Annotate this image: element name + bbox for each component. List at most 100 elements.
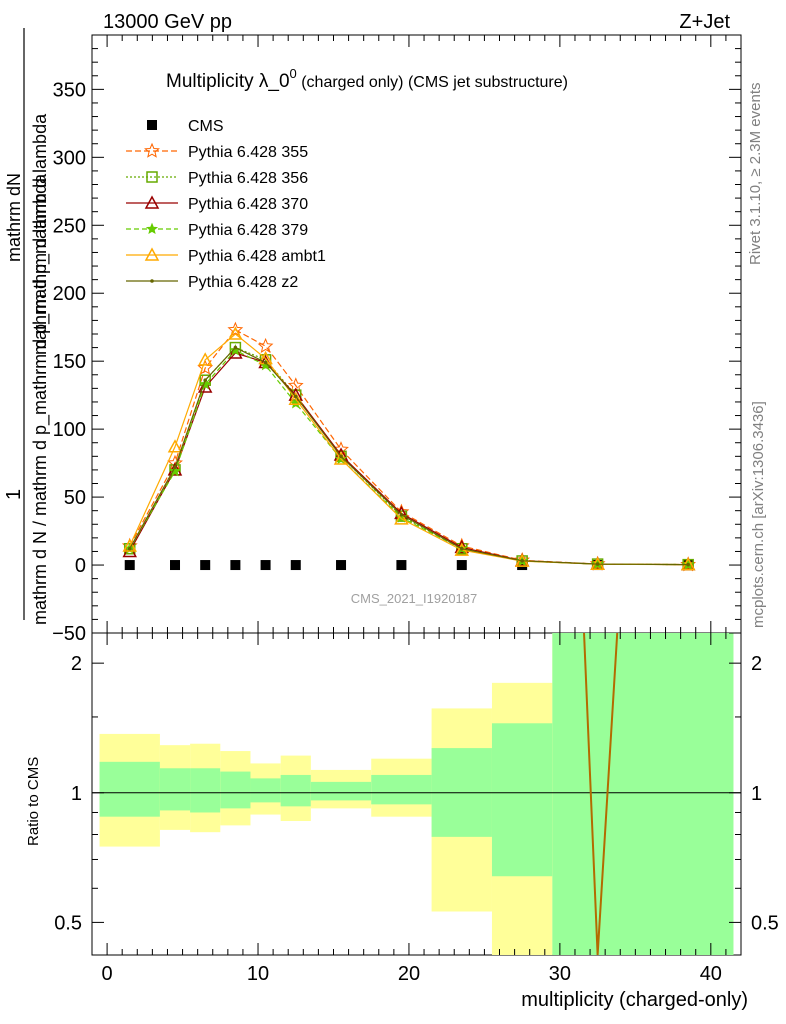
xtick-label-1: 10 <box>247 963 269 985</box>
main-title: Multiplicity λ_00 (charged only) (CMS je… <box>166 66 568 92</box>
xtick-label-4: 40 <box>700 963 722 985</box>
main-ylabel-one: 1 <box>3 489 25 500</box>
ratio-curve-group <box>583 632 619 956</box>
main-ylabel-denominator: mathrm d N / mathrm d p_mathrm d p_mathr… <box>30 173 51 625</box>
mcplots-label: mcplots.cern.ch [arXiv:1306.3436] <box>750 401 767 628</box>
ratio-curve-line <box>583 632 619 956</box>
xtick-label-0: 0 <box>102 963 113 985</box>
series-line-4 <box>129 349 689 566</box>
series-6-point-9 <box>520 559 524 563</box>
ratio-plot-frame <box>91 632 742 956</box>
series-6-point-3 <box>233 345 238 350</box>
legend-marker-5 <box>144 247 160 261</box>
main-ytick-label-8: 350 <box>53 79 86 101</box>
legend-label-0: CMS <box>188 118 224 135</box>
legend-marker-4 <box>145 222 159 235</box>
header-right: Z+Jet <box>679 11 730 33</box>
ratio-band-green-2 <box>190 768 221 813</box>
ratio-ylabel: Ratio to CMS <box>25 757 42 846</box>
legend-marker-1 <box>144 142 160 158</box>
ratio-band-green-6 <box>310 781 372 801</box>
ratio-band-green-4 <box>250 778 281 803</box>
header-left: 13000 GeV pp <box>103 11 232 33</box>
ratio-ytick-label-right-0: 0.5 <box>751 912 779 934</box>
main-ytick-label-3: 100 <box>53 419 86 441</box>
main-ytick-label-6: 250 <box>53 215 86 237</box>
series-1-point-3 <box>227 321 244 337</box>
series-4-point-1 <box>169 465 182 477</box>
ratio-ytick-label-right-1: 1 <box>751 783 762 805</box>
series-6-point-0 <box>127 546 132 551</box>
legend-marker-6 <box>150 279 154 283</box>
series-5-point-5 <box>288 391 304 405</box>
series-line-2 <box>129 346 689 566</box>
series-0-point-3 <box>230 560 241 571</box>
main-title-sup: 0 <box>290 66 297 81</box>
legend-label-1: Pythia 6.428 355 <box>188 144 308 161</box>
main-title-main: Multiplicity λ_0 <box>166 71 290 92</box>
ratio-band-green-3 <box>220 771 251 809</box>
series-line-6 <box>129 346 689 566</box>
rivet-label: Rivet 3.1.10, ≥ 2.3M events <box>747 83 764 266</box>
series-6-point-6 <box>339 454 343 459</box>
ratio-band-green-1 <box>159 768 191 811</box>
ratio-band-green-5 <box>280 774 311 807</box>
series-6-point-4 <box>263 360 268 365</box>
main-title-sub: (charged only) (CMS jet substructure) <box>297 74 568 91</box>
main-ytick-label-1: 0 <box>75 555 86 577</box>
main-ytick-label-0: −50 <box>52 623 86 645</box>
legend-marker-3 <box>144 195 160 209</box>
main-series-group <box>121 321 697 572</box>
series-0-point-8 <box>456 560 467 571</box>
main-ylabel: 1 mathrm dN mathrm d p_mathrm d lambda m… <box>3 28 51 625</box>
main-ylabel-top2: mathrm dN <box>4 173 24 262</box>
watermark: CMS_2021_I1920187 <box>351 591 478 606</box>
series-6-point-11 <box>686 562 690 567</box>
series-line-1 <box>129 329 689 566</box>
main-ytick-label-7: 300 <box>53 147 86 169</box>
series-0-point-4 <box>260 560 271 571</box>
ratio-band-green-9 <box>491 723 553 877</box>
xtick-label-3: 30 <box>549 963 571 985</box>
series-5-point-2 <box>197 352 213 366</box>
series-5-point-3 <box>228 326 243 340</box>
series-6-point-5 <box>293 394 298 399</box>
ratio-band-green-10 <box>552 633 734 955</box>
series-line-5 <box>129 333 689 566</box>
main-ytick-label-5: 200 <box>53 283 86 305</box>
legend-label-3: Pythia 6.428 370 <box>188 196 308 213</box>
series-0-point-7 <box>396 560 407 571</box>
series-0-point-2 <box>200 560 211 571</box>
ratio-ytick-label-left-2: 2 <box>71 653 82 675</box>
ratio-ytick-label-left-1: 1 <box>71 783 82 805</box>
ratio-ytick-label-left-0: 0.5 <box>54 912 82 934</box>
main-ytick-label-2: 50 <box>64 487 86 509</box>
ratio-bands <box>99 633 734 955</box>
legend-label-4: Pythia 6.428 379 <box>188 222 308 239</box>
xlabel: multiplicity (charged-only) <box>521 989 748 1011</box>
series-5-point-7 <box>394 511 409 525</box>
series-6-point-7 <box>399 512 404 517</box>
main-ytick-label-4: 150 <box>53 351 86 373</box>
legend-label-5: Pythia 6.428 ambt1 <box>188 248 326 265</box>
ratio-band-green-0 <box>99 761 160 817</box>
legend: CMS Pythia 6.428 355 Pythia 6.428 356 Pythi… <box>126 118 326 291</box>
legend-label-6: Pythia 6.428 z2 <box>188 274 298 291</box>
series-0-point-1 <box>170 560 181 571</box>
series-6-point-1 <box>173 465 177 469</box>
series-0-point-5 <box>290 560 301 571</box>
ratio-ytick-label-right-2: 2 <box>751 653 762 675</box>
series-0-point-0 <box>124 560 135 571</box>
series-6-point-10 <box>595 562 600 566</box>
series-5-point-1 <box>167 439 183 453</box>
legend-label-2: Pythia 6.428 356 <box>188 170 308 187</box>
series-4-point-2 <box>199 377 212 390</box>
legend-marker-0 <box>147 120 157 130</box>
legend-marker-2 <box>146 171 158 183</box>
series-3-point-2 <box>197 379 213 393</box>
series-1-point-2 <box>197 359 214 375</box>
series-1-point-4 <box>257 337 274 353</box>
series-5-point-0 <box>122 538 137 552</box>
